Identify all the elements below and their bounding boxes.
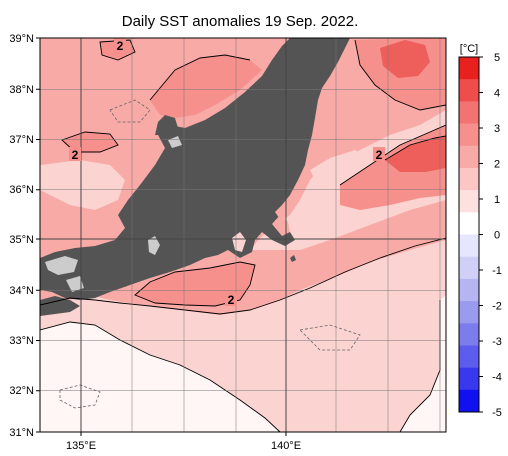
- ise-bay: [232, 232, 246, 252]
- colorbar-cell: [459, 345, 479, 368]
- land-shikoku: [40, 296, 80, 316]
- colorbar-cell: [459, 57, 479, 80]
- colorbar-cell: [459, 167, 479, 191]
- lat-label: 39°N: [9, 33, 34, 45]
- colorbar-tick-label: 3: [494, 123, 500, 135]
- light-patch-west: [40, 160, 125, 210]
- map-area: 2 2 2 2: [40, 38, 446, 432]
- map-frame: [39, 37, 447, 433]
- land-honshu: [40, 38, 350, 300]
- colorbar-cell: [459, 79, 479, 102]
- contour-value-labels: 2 2 2 2: [69, 38, 385, 307]
- dashed-contours: [59, 99, 361, 409]
- colorbar-tick-label: -1: [492, 265, 502, 277]
- colorbar-tick-label: 1: [494, 194, 500, 206]
- grid-lines: [40, 38, 446, 432]
- colorbar-tick-label: -2: [492, 301, 502, 313]
- colorbar-cell: [459, 145, 479, 169]
- lat-label: 34°N: [9, 285, 34, 297]
- near-zero-region-east: [400, 295, 446, 432]
- lake-west: [45, 256, 78, 275]
- lat-label: 38°N: [9, 84, 34, 96]
- colorbar-cell: [459, 123, 479, 147]
- contour-lines: [40, 39, 446, 432]
- colorbar-tick-label: 4: [494, 88, 500, 100]
- lon-label: 135°E: [66, 440, 96, 452]
- colorbar-ticks: 5 4 3 2 1 0 -1 -2 -3 -4 -5: [479, 52, 502, 419]
- lat-label: 35°N: [9, 234, 34, 246]
- anomaly-3-east: [385, 136, 446, 172]
- colorbar: [°C] 5 4 3 2 1 0 -1 -2 -3 -4 -5: [458, 43, 502, 419]
- colorbar-cell: [459, 190, 479, 213]
- lat-label: 33°N: [9, 335, 34, 347]
- latitude-labels: 39°N 38°N 37°N 36°N 35°N 34°N 33°N 32°N …: [9, 33, 34, 439]
- land-sado-island: [318, 56, 332, 70]
- colorbar-tick-label: 0: [494, 230, 500, 242]
- lat-label: 31°N: [9, 427, 34, 439]
- contour-label: 2: [72, 148, 79, 162]
- land-noto-peninsula: [155, 115, 178, 135]
- colorbar-cell: [459, 389, 479, 413]
- lat-label: 32°N: [9, 385, 34, 397]
- longitude-ticks: [80, 432, 287, 436]
- contour-label: 2: [228, 293, 235, 307]
- lake-biwa: [148, 236, 160, 255]
- colorbar-cell: [459, 367, 479, 391]
- colorbar-cell: [459, 234, 479, 257]
- near-zero-region: [40, 322, 280, 432]
- colorbar-cell: [459, 256, 479, 280]
- lake-kanto: [168, 136, 182, 148]
- contour-label: 2: [376, 148, 383, 162]
- colorbar-cell: [459, 101, 479, 124]
- colorbar-cell: [459, 278, 479, 302]
- anomaly-3-northeast: [380, 40, 430, 78]
- colorbar-tick-label: -4: [492, 372, 502, 384]
- colorbar-tick-label: -5: [492, 407, 502, 419]
- colorbar-tick-label: 2: [494, 159, 500, 171]
- major-grid-lines: [40, 38, 446, 432]
- anomaly-2-sea-of-japan: [150, 55, 262, 118]
- colorbar-cell: [459, 323, 479, 346]
- land-izu-island: [290, 255, 296, 262]
- light-patch-east: [310, 150, 370, 190]
- latitude-ticks: [36, 37, 40, 433]
- map-title: Daily SST anomalies 19 Sep. 2022.: [122, 13, 359, 30]
- colorbar-cell: [459, 212, 479, 235]
- lat-label: 36°N: [9, 184, 34, 196]
- colorbar-tick-label: 5: [494, 52, 500, 64]
- contour-label: 2: [117, 39, 124, 53]
- colorbar-unit: [°C]: [460, 43, 478, 55]
- colorbar-tick-label: -3: [492, 336, 502, 348]
- lon-label: 140°E: [271, 440, 301, 452]
- lake-west-2: [66, 276, 84, 292]
- lat-label: 37°N: [9, 134, 34, 146]
- colorbar-cells: [459, 57, 479, 413]
- colorbar-cell: [459, 301, 479, 324]
